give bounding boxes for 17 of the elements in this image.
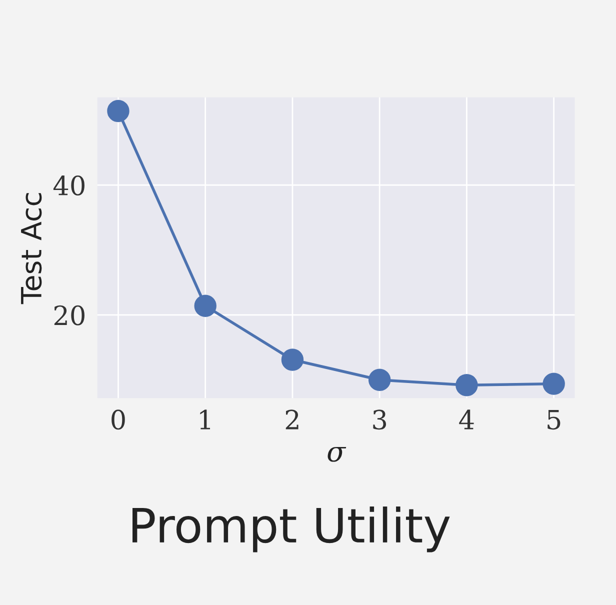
y-tick-label: 20 [54,305,84,326]
y-tick-label: 40 [53,176,84,196]
point [368,368,391,392]
y-axis-title: Test Acc [21,193,42,304]
x-tick-label: 2 [286,410,298,430]
x-tick-label: 0 [112,410,125,430]
x-axis-title: σ [328,446,346,462]
x-tick-label: 1 [200,410,210,430]
point [542,372,565,395]
point [194,294,216,317]
x-tick-label: 4 [459,410,474,430]
text: Prompt Utility [132,506,450,552]
point [456,374,478,396]
point [281,348,304,371]
x-tick-label: 3 [373,410,386,430]
x-tick-label: 5 [548,410,560,430]
point [107,100,130,122]
